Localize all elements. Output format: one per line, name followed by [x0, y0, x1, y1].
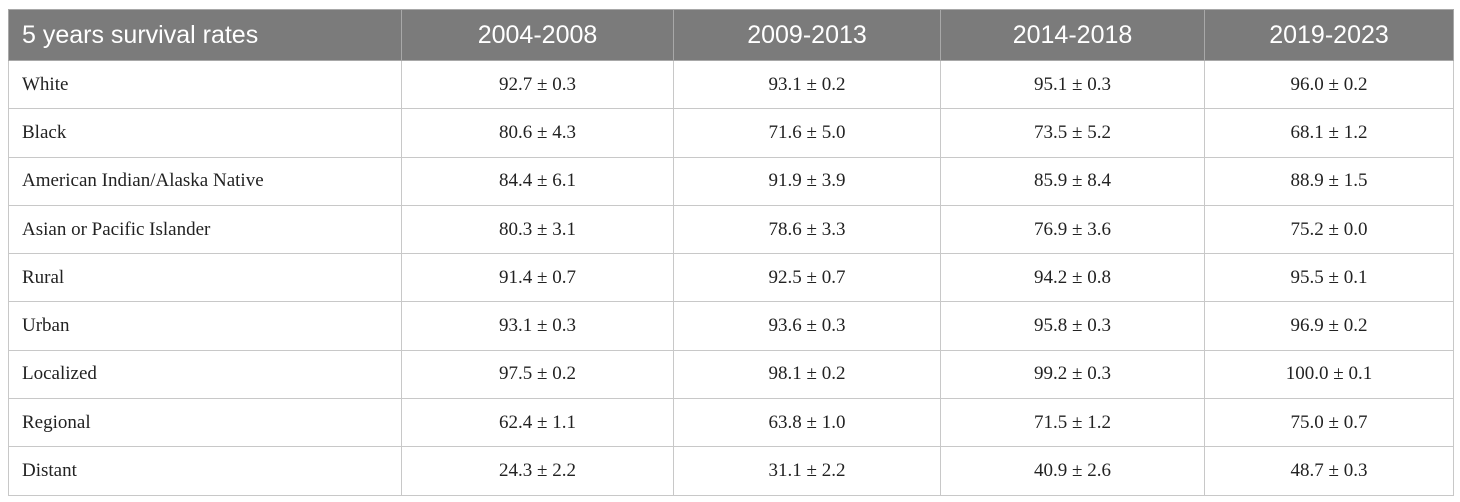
table-row: Distant 24.3 ± 2.2 31.1 ± 2.2 40.9 ± 2.6 48.…: [8, 446, 1454, 496]
survival-rate-cell: 94.2 ± 0.8: [940, 253, 1205, 303]
table-row: Asian or Pacific Islander 80.3 ± 3.1 78.6 …: [8, 204, 1454, 255]
survival-rate-cell: 71.6 ± 5.0: [673, 108, 941, 158]
row-label: Urban: [8, 301, 402, 351]
survival-rate-cell: 24.3 ± 2.2: [401, 446, 674, 496]
survival-rate-cell: 78.6 ± 3.3: [673, 204, 941, 255]
table-row: White 92.7 ± 0.3 93.1 ± 0.2 95.1 ± 0.3 96.0 …: [8, 59, 1454, 110]
header-cell-period: 2009-2013: [673, 9, 941, 61]
table-row: Urban 93.1 ± 0.3 93.6 ± 0.3 95.8 ± 0.3 96.9 …: [8, 301, 1454, 351]
survival-rate-cell: 97.5 ± 0.2: [401, 349, 674, 400]
survival-rate-cell: 85.9 ± 8.4: [940, 156, 1205, 206]
survival-rate-cell: 73.5 ± 5.2: [940, 108, 1205, 158]
survival-rate-cell: 62.4 ± 1.1: [401, 398, 674, 448]
survival-rates-table: 5 years survival rates 2004-2008 2009-20…: [8, 9, 1454, 496]
survival-rate-cell: 92.5 ± 0.7: [673, 253, 941, 303]
row-label: Rural: [8, 253, 402, 303]
row-label: Black: [8, 108, 402, 158]
survival-rate-cell: 63.8 ± 1.0: [673, 398, 941, 448]
survival-rate-cell: 75.2 ± 0.0: [1204, 204, 1454, 255]
survival-rate-cell: 71.5 ± 1.2: [940, 398, 1205, 448]
table-row: American Indian/Alaska Native 84.4 ± 6.1 9…: [8, 156, 1454, 206]
survival-rate-cell: 68.1 ± 1.2: [1204, 108, 1454, 158]
header-cell-category: 5 years survival rates: [8, 9, 402, 61]
header-cell-period: 2019-2023: [1204, 9, 1454, 61]
survival-rate-cell: 91.9 ± 3.9: [673, 156, 941, 206]
header-row: 5 years survival rates 2004-2008 2009-20…: [8, 9, 1454, 61]
table-row: Localized 97.5 ± 0.2 98.1 ± 0.2 99.2 ± 0.3 1…: [8, 349, 1454, 400]
row-label: Asian or Pacific Islander: [8, 204, 402, 255]
table-row: Regional 62.4 ± 1.1 63.8 ± 1.0 71.5 ± 1.2 75…: [8, 398, 1454, 448]
survival-rate-cell: 95.1 ± 0.3: [940, 59, 1205, 110]
survival-rate-cell: 100.0 ± 0.1: [1204, 349, 1454, 400]
survival-rate-cell: 88.9 ± 1.5: [1204, 156, 1454, 206]
survival-rate-cell: 95.5 ± 0.1: [1204, 253, 1454, 303]
header-cell-period: 2004-2008: [401, 9, 674, 61]
row-label: White: [8, 59, 402, 110]
table-header: 5 years survival rates 2004-2008 2009-20…: [8, 9, 1454, 61]
survival-rate-cell: 80.6 ± 4.3: [401, 108, 674, 158]
table-row: Black 80.6 ± 4.3 71.6 ± 5.0 73.5 ± 5.2 68.1 …: [8, 108, 1454, 158]
row-label: American Indian/Alaska Native: [8, 156, 402, 206]
survival-rate-cell: 40.9 ± 2.6: [940, 446, 1205, 496]
survival-rate-cell: 80.3 ± 3.1: [401, 204, 674, 255]
survival-rate-cell: 96.9 ± 0.2: [1204, 301, 1454, 351]
table-body: White 92.7 ± 0.3 93.1 ± 0.2 95.1 ± 0.3 96.0 …: [8, 59, 1454, 496]
survival-rate-cell: 84.4 ± 6.1: [401, 156, 674, 206]
survival-rate-cell: 75.0 ± 0.7: [1204, 398, 1454, 448]
table-row: Rural 91.4 ± 0.7 92.5 ± 0.7 94.2 ± 0.8 95.5 …: [8, 253, 1454, 303]
row-label: Localized: [8, 349, 402, 400]
survival-rate-cell: 31.1 ± 2.2: [673, 446, 941, 496]
survival-rate-cell: 93.6 ± 0.3: [673, 301, 941, 351]
header-cell-period: 2014-2018: [940, 9, 1205, 61]
survival-rate-cell: 99.2 ± 0.3: [940, 349, 1205, 400]
row-label: Regional: [8, 398, 402, 448]
survival-rate-cell: 95.8 ± 0.3: [940, 301, 1205, 351]
survival-rate-cell: 98.1 ± 0.2: [673, 349, 941, 400]
survival-rate-cell: 92.7 ± 0.3: [401, 59, 674, 110]
survival-rate-cell: 91.4 ± 0.7: [401, 253, 674, 303]
survival-rate-cell: 48.7 ± 0.3: [1204, 446, 1454, 496]
survival-rate-cell: 93.1 ± 0.2: [673, 59, 941, 110]
survival-rate-cell: 76.9 ± 3.6: [940, 204, 1205, 255]
survival-rate-cell: 93.1 ± 0.3: [401, 301, 674, 351]
survival-rate-cell: 96.0 ± 0.2: [1204, 59, 1454, 110]
row-label: Distant: [8, 446, 402, 496]
